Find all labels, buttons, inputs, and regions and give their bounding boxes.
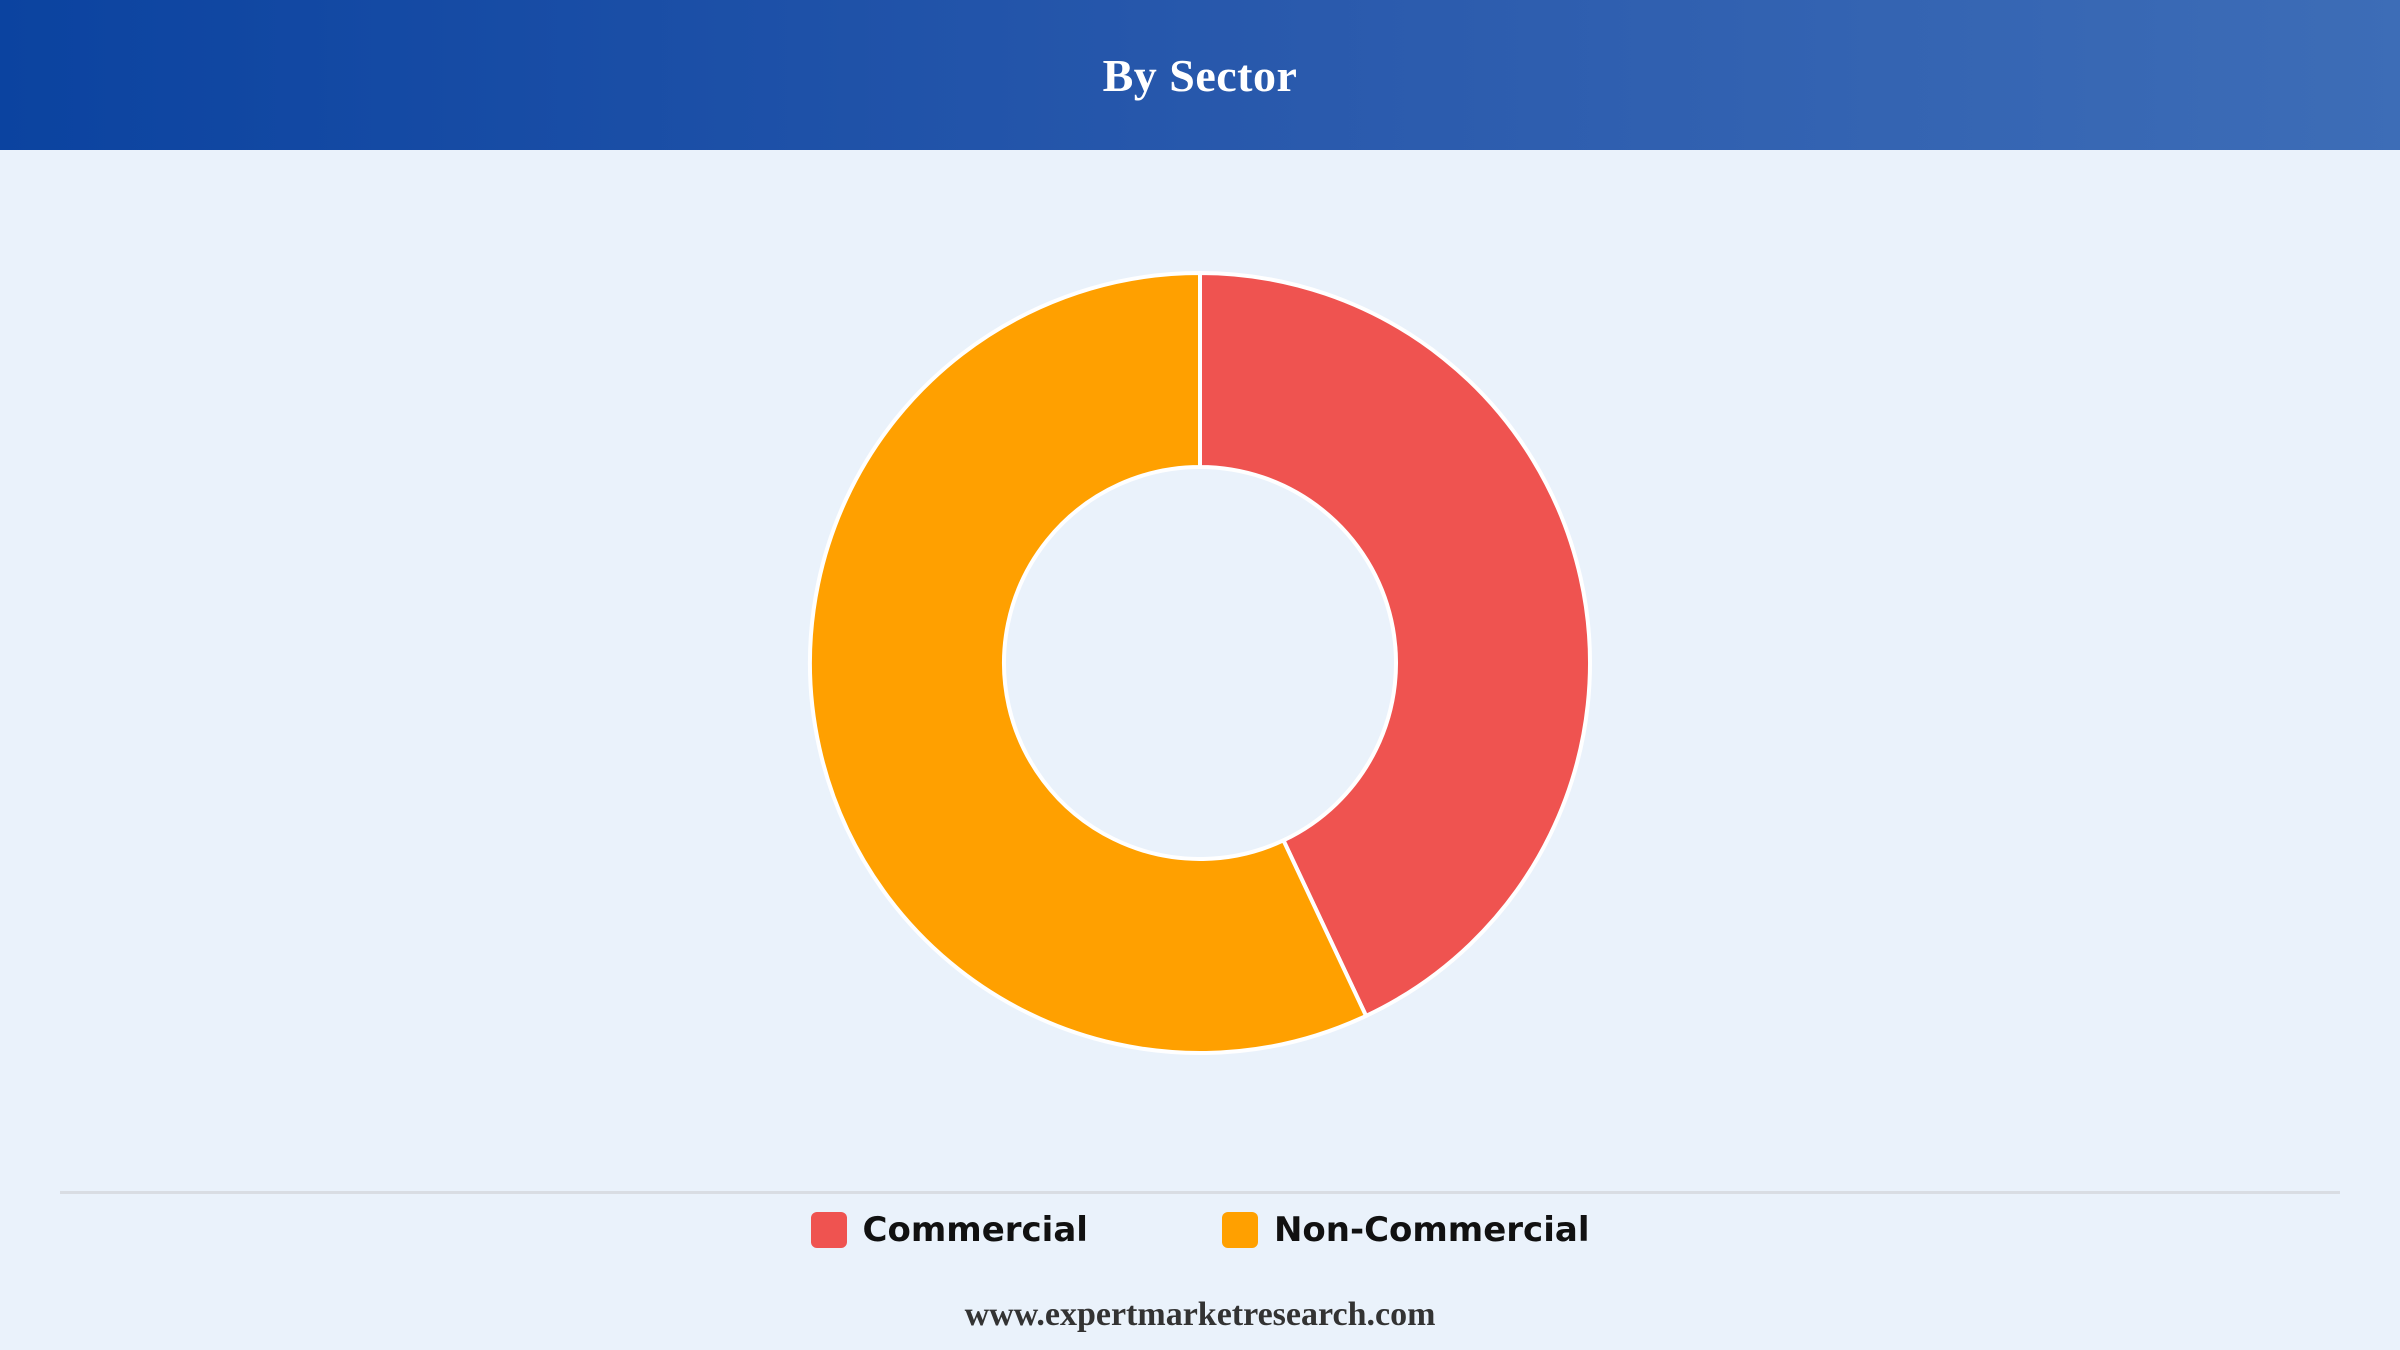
divider — [60, 1191, 2340, 1194]
legend-swatch-commercial — [810, 1212, 847, 1248]
chart-area — [0, 150, 2400, 1190]
legend-item-non-commercial[interactable]: Non-Commercial — [1221, 1210, 1590, 1250]
header-banner: By Sector — [0, 0, 2400, 150]
legend: Commercial Non-Commercial — [0, 1205, 2400, 1255]
donut-chart — [808, 271, 1592, 1055]
legend-label-non-commercial: Non-Commercial — [1273, 1210, 1590, 1250]
legend-label-commercial: Commercial — [862, 1210, 1088, 1250]
source-url: www.expertmarketresearch.com — [964, 1296, 1436, 1333]
legend-swatch-non-commercial — [1221, 1212, 1258, 1248]
donut-slice-non-commercial[interactable] — [808, 271, 1369, 1055]
legend-item-commercial[interactable]: Commercial — [810, 1210, 1088, 1250]
donut-slice-commercial[interactable] — [1198, 271, 1592, 1018]
chart-title: By Sector — [1102, 49, 1298, 101]
